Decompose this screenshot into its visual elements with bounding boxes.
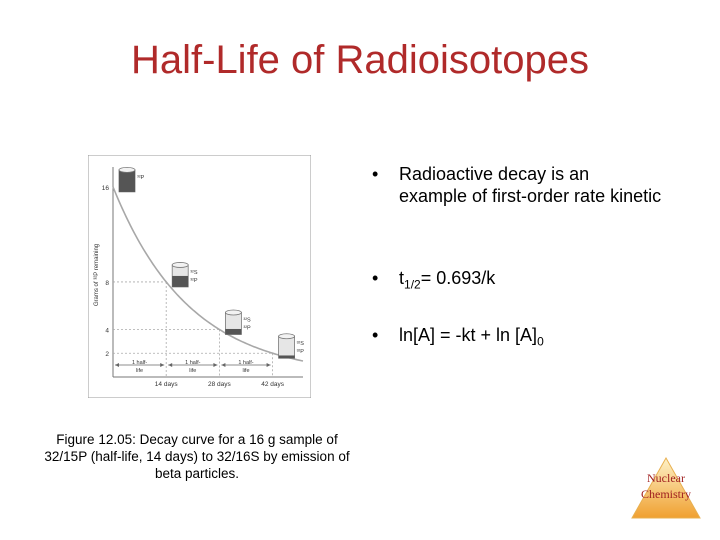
sample-cylinder — [278, 333, 296, 359]
bullet-text-sub: 1/2 — [404, 277, 421, 292]
logo-text-line2: Chemistry — [641, 487, 691, 501]
figure-caption: Figure 12.05: Decay curve for a 16 g sam… — [44, 432, 350, 481]
cylinder-label: ³²P — [297, 349, 305, 355]
cylinder-label: ³²P — [243, 325, 251, 331]
cylinder-phosphorus-fill — [172, 275, 189, 287]
y-tick-label: 8 — [105, 280, 109, 287]
y-tick-label: 2 — [105, 351, 109, 358]
bullet-text-main: ln[A] = -kt + ln [A] — [399, 325, 538, 345]
cylinder-top — [278, 333, 296, 340]
bullet-text-sub: 0 — [537, 334, 544, 349]
bullet-item: • Radioactive decay is an example of fir… — [372, 163, 662, 207]
arrow-head-left — [221, 363, 226, 367]
cylinder-label: ³²P — [137, 175, 145, 181]
y-axis-label: Grams of ³²P remaining — [94, 244, 100, 306]
decay-curve-figure: Grams of ³²P remaining 16 8 4 2 ³²P ³²S ³²P ³²S ³… — [87, 154, 312, 399]
y-tick-label: 16 — [102, 185, 110, 192]
cylinder-body — [278, 335, 296, 359]
interval-label: life — [189, 368, 196, 374]
bullet-text: Radioactive decay is an example of first… — [399, 164, 662, 206]
interval-label: 1 half- — [238, 360, 253, 366]
cylinder-label: ³²S — [297, 341, 305, 347]
decay-chart: Grams of ³²P remaining 16 8 4 2 ³²P ³²S ³²P ³²S ³… — [87, 154, 312, 399]
x-tick-label: 42 days — [261, 381, 285, 388]
arrow-head-left — [115, 363, 119, 367]
bullet-item: • ln[A] = -kt + ln [A]0 — [372, 324, 662, 353]
bullet-text-main: t — [399, 268, 405, 288]
sample-cylinder — [224, 309, 242, 335]
logo-triangle-shape — [631, 456, 701, 519]
bullet-text-tail: = 0.693/k — [420, 268, 496, 288]
cylinder-label: ³²S — [190, 270, 198, 276]
bullet-marker: • — [372, 164, 379, 184]
y-tick-label: 4 — [105, 327, 109, 334]
arrow-head-right — [266, 363, 271, 367]
interval-label: life — [136, 368, 143, 374]
cylinder-phosphorus-fill — [119, 169, 135, 192]
bullet-item: • t1/2= 0.693/k — [372, 267, 662, 296]
cylinder-top — [224, 309, 242, 316]
cylinder-phosphorus-fill — [225, 328, 242, 335]
interval-label: 1 half- — [185, 360, 200, 366]
cylinder-top — [171, 262, 189, 268]
arrow-head-right — [160, 363, 165, 367]
cylinder-label: ³²S — [243, 317, 251, 323]
arrow-head-left — [168, 363, 173, 367]
x-tick-label: 14 days — [155, 381, 179, 388]
interval-label: 1 half- — [132, 360, 147, 366]
nuclear-chemistry-logo: Nuclear Chemistry — [631, 456, 701, 519]
sample-cylinder — [118, 166, 136, 193]
cylinder-label: ³²P — [190, 278, 198, 284]
bullet-marker: • — [372, 268, 379, 288]
slide-title: Half-Life of Radioisotopes — [130, 38, 590, 82]
interval-label: life — [242, 368, 249, 374]
decay-curve-line — [112, 186, 304, 362]
bullet-text: t1/2= 0.693/k — [399, 267, 662, 296]
cylinder-top — [118, 166, 136, 173]
bullet-text: ln[A] = -kt + ln [A]0 — [399, 324, 662, 353]
cylinder-phosphorus-fill — [278, 355, 295, 359]
x-tick-label: 28 days — [208, 381, 232, 388]
sample-cylinder — [171, 262, 189, 288]
bullet-marker: • — [372, 325, 379, 345]
arrow-head-right — [213, 363, 218, 367]
logo-text-line1: Nuclear — [647, 471, 685, 485]
